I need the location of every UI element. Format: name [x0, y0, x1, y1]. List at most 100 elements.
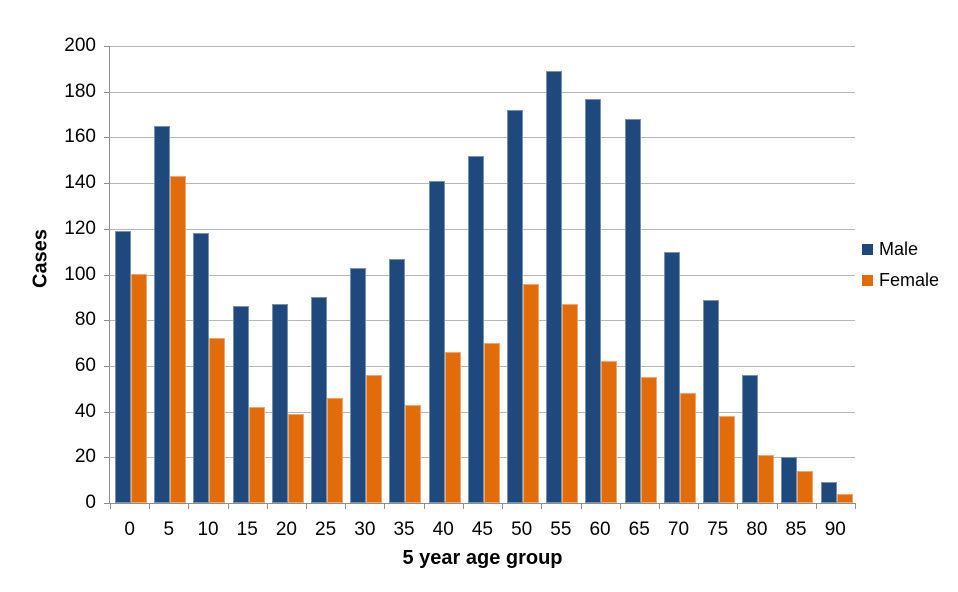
- gridline-180: [110, 92, 855, 93]
- female-bar-age-5: [170, 176, 187, 503]
- legend-label-male: Male: [879, 238, 919, 259]
- x-tick-13: [620, 504, 621, 509]
- female-bar-age-35: [405, 405, 422, 503]
- x-label-65: 65: [628, 519, 650, 540]
- male-bar-age-50: [507, 110, 524, 503]
- x-tick-15: [698, 504, 699, 509]
- female-bar-age-30: [366, 375, 383, 503]
- y-tick-60: [104, 366, 110, 367]
- bar-group-85: [776, 46, 815, 503]
- male-bar-age-80: [742, 375, 759, 503]
- x-tick-16: [737, 504, 738, 509]
- x-label-75: 75: [707, 519, 729, 540]
- female-bar-age-70: [679, 393, 696, 503]
- female-bar-age-65: [640, 377, 657, 503]
- female-bar-age-45: [483, 343, 500, 503]
- legend-label-female: Female: [879, 269, 940, 290]
- y-label-0: 0: [85, 492, 96, 513]
- x-tick-14: [659, 504, 660, 509]
- legend-item-male: Male: [862, 239, 939, 259]
- x-label-85: 85: [785, 519, 807, 540]
- male-swatch-icon: [862, 243, 873, 255]
- y-tick-180: [104, 92, 110, 93]
- male-bar-age-0: [115, 231, 131, 503]
- x-tick-12: [581, 504, 582, 509]
- x-label-0: 0: [124, 519, 135, 540]
- y-tick-100: [104, 275, 110, 276]
- male-bar-age-20: [271, 304, 288, 503]
- x-tick-4: [267, 504, 268, 509]
- y-tick-120: [104, 229, 110, 230]
- female-bar-age-90: [836, 494, 853, 503]
- bar-group-40: [424, 46, 463, 503]
- male-bar-age-35: [389, 259, 406, 503]
- male-bar-age-40: [428, 181, 445, 503]
- bar-group-20: [267, 46, 306, 503]
- x-label-10: 10: [197, 519, 219, 540]
- male-bar-age-90: [820, 482, 837, 503]
- bar-group-70: [659, 46, 698, 503]
- female-bar-age-50: [523, 284, 540, 503]
- x-tick-3: [228, 504, 229, 509]
- x-label-50: 50: [511, 519, 533, 540]
- x-label-20: 20: [275, 519, 297, 540]
- bar-group-45: [463, 46, 502, 503]
- x-tick-9: [463, 504, 464, 509]
- x-axis-labels: 0 5 10 15 20 25 30 35 40 45 50 55 60 65 70 75 80 85 90: [110, 517, 855, 543]
- bar-group-5: [149, 46, 188, 503]
- x-label-70: 70: [667, 519, 690, 540]
- legend-item-female: Female: [862, 270, 939, 290]
- gridline-200: [110, 46, 855, 47]
- x-label-45: 45: [471, 519, 493, 540]
- x-tick-19: [855, 504, 856, 509]
- bar-group-65: [620, 46, 659, 503]
- y-label-140: 140: [64, 172, 96, 193]
- y-tick-80: [104, 320, 110, 321]
- male-bar-age-55: [546, 71, 563, 503]
- y-label-80: 80: [74, 309, 96, 330]
- x-tick-18: [816, 504, 817, 509]
- female-bar-age-40: [444, 352, 461, 503]
- x-label-90: 90: [824, 519, 846, 540]
- female-swatch-icon: [862, 274, 873, 286]
- x-label-35: 35: [393, 519, 415, 540]
- y-tick-200: [104, 46, 110, 47]
- y-tick-140: [104, 183, 110, 184]
- x-tick-1: [149, 504, 150, 509]
- female-bar-age-20: [287, 414, 304, 503]
- bar-group-30: [345, 46, 384, 503]
- male-bar-age-15: [232, 306, 249, 503]
- x-tick-5: [306, 504, 307, 509]
- male-bar-age-5: [154, 126, 171, 503]
- female-bar-age-25: [327, 398, 344, 503]
- bar-group-0: [110, 46, 149, 503]
- x-axis-line: [110, 503, 856, 504]
- y-label-180: 180: [64, 81, 96, 102]
- female-bar-age-15: [248, 407, 265, 503]
- bar-group-15: [228, 46, 267, 503]
- male-bar-age-85: [781, 457, 798, 503]
- bar-group-10: [188, 46, 227, 503]
- y-label-20: 20: [74, 446, 96, 467]
- male-bar-age-25: [311, 297, 328, 503]
- y-label-60: 60: [74, 355, 96, 376]
- y-tick-40: [104, 412, 110, 413]
- x-label-30: 30: [354, 519, 376, 540]
- bar-group-35: [384, 46, 423, 503]
- x-tick-0: [110, 504, 111, 509]
- y-label-40: 40: [74, 401, 96, 422]
- x-tick-2: [188, 504, 189, 509]
- x-tick-17: [777, 504, 778, 509]
- male-bar-age-60: [585, 99, 602, 503]
- female-bar-age-55: [562, 304, 579, 503]
- male-bar-age-10: [193, 233, 210, 503]
- plot-area: [110, 46, 855, 503]
- bar-group-60: [580, 46, 619, 503]
- y-tick-160: [104, 137, 110, 138]
- y-label-200: 200: [64, 35, 96, 56]
- x-tick-10: [502, 504, 503, 509]
- x-label-60: 60: [589, 519, 611, 540]
- male-bar-age-75: [703, 300, 720, 503]
- female-bar-age-10: [209, 338, 226, 503]
